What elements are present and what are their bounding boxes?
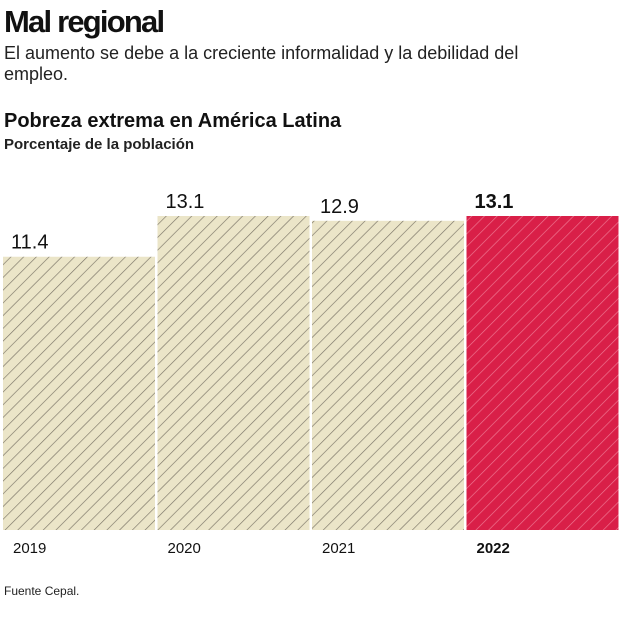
chart-title: Pobreza extrema en América Latina [4,110,342,132]
headline: Mal regional [4,4,165,39]
x-tick-label: 2019 [13,540,46,557]
data-label: 13.1 [166,191,205,213]
source-note: Fuente Cepal. [4,584,80,598]
data-label: 12.9 [320,196,359,218]
bar-2021 [312,220,464,531]
subtitle: El aumento se debe a la creciente inform… [4,43,519,84]
bar-2019 [3,256,155,530]
x-tick-label: 2020 [168,540,201,557]
data-label: 11.4 [11,232,48,254]
chart-subtitle: Porcentaje de la población [4,136,195,153]
bar-2022 [466,216,619,530]
x-tick-label: 2021 [322,540,355,557]
x-tick-label: 2022 [477,540,510,557]
data-label: 13.1 [475,191,514,213]
bar-2020 [157,216,310,530]
